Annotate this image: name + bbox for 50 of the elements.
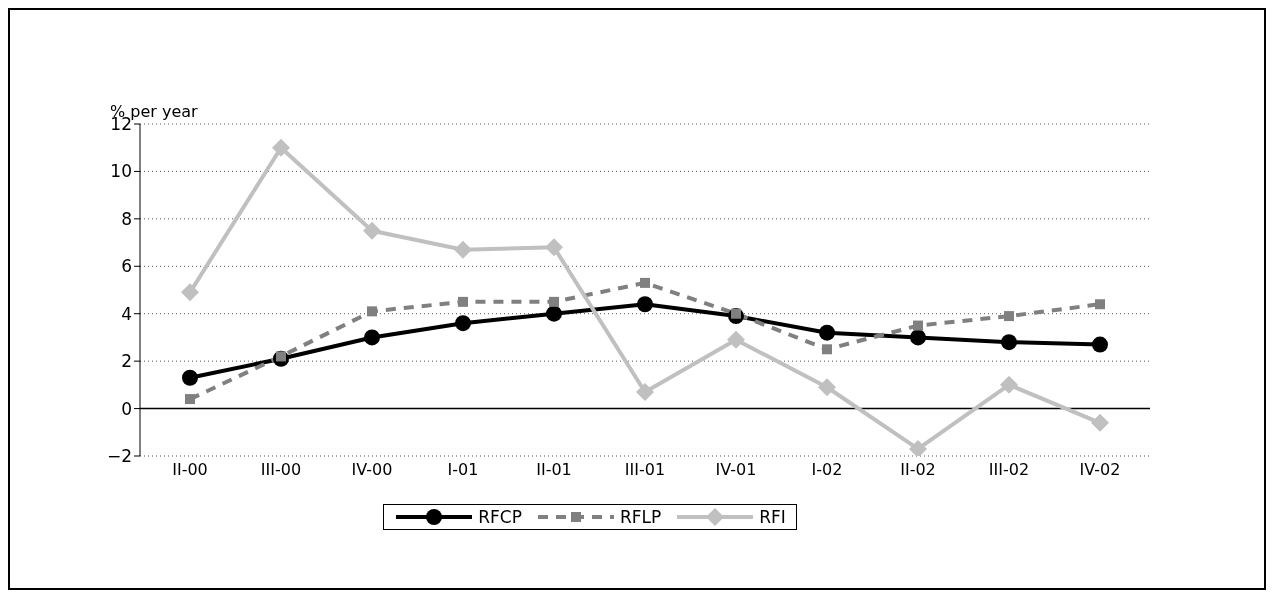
x-tick-label: IV-01 xyxy=(715,460,757,480)
y-tick-label: 6 xyxy=(121,256,132,277)
point xyxy=(364,329,380,346)
point xyxy=(181,283,199,302)
point xyxy=(822,344,832,355)
x-tick-label: II-01 xyxy=(536,460,572,480)
x-tick-label: II-00 xyxy=(172,460,208,480)
point xyxy=(549,296,559,307)
point xyxy=(1091,413,1109,432)
y-tick-label: 10 xyxy=(110,161,132,182)
point xyxy=(818,378,836,397)
x-tick-label: IV-00 xyxy=(351,460,393,480)
point xyxy=(272,138,290,157)
point xyxy=(185,394,195,405)
point xyxy=(1000,375,1018,394)
point xyxy=(1004,311,1014,322)
point xyxy=(910,329,926,346)
point xyxy=(1001,334,1017,351)
point xyxy=(182,369,198,386)
point xyxy=(363,221,381,240)
x-tick-label: I-02 xyxy=(811,460,843,480)
point xyxy=(637,296,653,313)
y-tick-label: 4 xyxy=(121,303,132,324)
y-tick-label: −2 xyxy=(106,446,132,467)
legend-label: RFCP xyxy=(478,507,522,527)
x-tick-label: IV-02 xyxy=(1079,460,1121,480)
x-tick-label: I-01 xyxy=(447,460,479,480)
point xyxy=(640,277,650,288)
y-tick-label: 0 xyxy=(121,398,132,419)
x-tick-label: III-02 xyxy=(988,460,1030,480)
point xyxy=(636,382,654,401)
point xyxy=(1095,299,1105,310)
x-tick-label: III-01 xyxy=(624,460,666,480)
point xyxy=(454,240,472,259)
point xyxy=(455,315,471,332)
point xyxy=(909,439,927,456)
point xyxy=(727,330,745,349)
point xyxy=(545,238,563,257)
point xyxy=(367,306,377,317)
point xyxy=(913,320,923,331)
y-tick-label: 8 xyxy=(121,208,132,229)
x-tick-label: II-02 xyxy=(900,460,936,480)
point xyxy=(546,305,562,322)
point xyxy=(458,296,468,307)
legend-label: RFI xyxy=(759,507,786,527)
point xyxy=(1092,336,1108,353)
x-tick-label: III-00 xyxy=(260,460,302,480)
y-tick-label: 2 xyxy=(121,351,132,372)
legend-label: RFLP xyxy=(619,507,662,527)
point xyxy=(819,324,835,341)
